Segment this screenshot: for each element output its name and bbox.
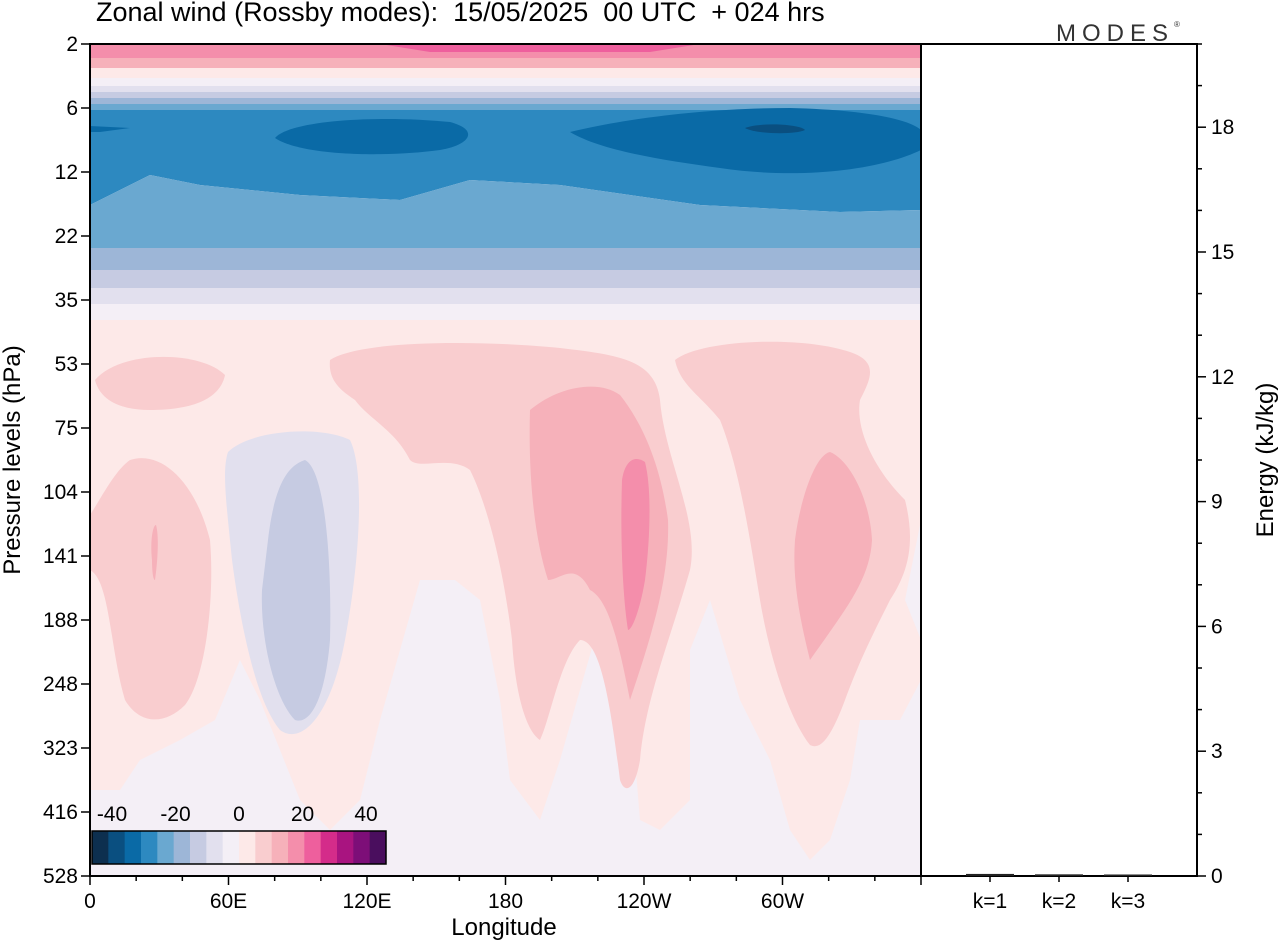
energy-axis-title: Energy (kJ/kg) (1252, 383, 1279, 538)
x-tick-label: 120E (342, 890, 391, 913)
strat-core-east (570, 108, 921, 174)
strat-band-westerly-weak (90, 68, 921, 78)
strat-band-zero (90, 78, 921, 86)
energy-tick-label: 6 (1211, 615, 1223, 638)
energy-tick-label: 15 (1211, 241, 1234, 264)
y-tick-label: 75 (55, 417, 78, 440)
y-tick-label: 12 (55, 161, 78, 184)
colorbar-swatch (190, 831, 207, 864)
colorbar-label: -20 (160, 803, 190, 826)
chart-title: Zonal wind (Rossby modes): 15/05/2025 00… (96, 0, 825, 27)
strat-band-e3 (90, 98, 921, 104)
colorbar-swatch (92, 831, 109, 864)
colorbar-swatch (353, 831, 371, 864)
energy-bars: k=1 k=2 k=3 (966, 873, 1152, 913)
jet-spot-30e (151, 525, 158, 580)
colorbar: -40 -20 0 20 40 (91, 803, 387, 865)
colorbar-swatch (255, 831, 273, 864)
y-tick-label: 188 (43, 609, 78, 632)
strat-band-e10 (90, 304, 921, 320)
energy-bar (1035, 874, 1083, 876)
x-tick-label: 0 (84, 890, 96, 913)
colorbar-label: 0 (233, 803, 245, 826)
y-tick-label: 323 (43, 737, 78, 760)
colorbar-label: 20 (291, 803, 314, 826)
y-tick-label: 528 (43, 865, 78, 888)
y-tick-label: 2 (66, 33, 78, 56)
colorbar-swatch (337, 831, 354, 864)
modes-logo: MODES® (1056, 20, 1180, 48)
colorbar-swatch (222, 831, 240, 864)
energy-tick-label: 0 (1211, 865, 1223, 888)
x-tick-label: 60E (210, 890, 247, 913)
energy-plot-frame (920, 43, 1198, 877)
y-tick-label: 53 (55, 353, 78, 376)
strat-band-e1 (90, 86, 921, 92)
energy-category-label: k=1 (973, 890, 1007, 913)
strat-band-e9 (90, 288, 921, 304)
y-tick-label: 35 (55, 289, 78, 312)
colorbar-swatch (239, 831, 256, 864)
strat-band-e8 (90, 270, 921, 288)
strat-band-e2 (90, 92, 921, 98)
colorbar-swatch (206, 831, 224, 864)
x-tick-label: 180 (488, 890, 523, 913)
jet-core-60w (794, 452, 872, 660)
y-tick-label: 416 (43, 801, 78, 824)
energy-category-label: k=3 (1111, 890, 1145, 913)
x-axis: 0 60E 120E 180 120W 60W (84, 876, 922, 913)
registered-mark: ® (1174, 20, 1180, 29)
logo-text: MODES (1056, 20, 1175, 47)
colorbar-label: -40 (97, 803, 127, 826)
energy-tick-label: 12 (1211, 366, 1234, 389)
colorbar-swatch (304, 831, 322, 864)
energy-category-label: k=2 (1042, 890, 1076, 913)
y-tick-label: 22 (55, 225, 78, 248)
colorbar-swatch (124, 831, 142, 864)
y-tick-label: 6 (66, 97, 78, 120)
colorbar-label: 40 (354, 803, 377, 826)
strat-band-e6 (90, 175, 921, 248)
colorbar-swatch (271, 831, 289, 864)
strat-core-max (745, 124, 805, 134)
colorbar-swatch (288, 831, 305, 864)
colorbar-swatch (320, 831, 338, 864)
energy-tick-label: 18 (1211, 116, 1234, 139)
energy-tick-label: 9 (1211, 491, 1223, 514)
x-axis-title: Longitude (451, 914, 556, 941)
x-tick-label: 120W (617, 890, 672, 913)
energy-bar (1104, 874, 1152, 876)
strat-band-e4 (90, 104, 921, 110)
energy-bar (966, 873, 1014, 876)
energy-axis: 0 3 6 9 12 15 18 (1197, 43, 1234, 888)
colorbar-frame (91, 830, 387, 865)
y-tick-label: 141 (43, 545, 78, 568)
y-tick-label: 104 (43, 481, 78, 504)
x-tick-label: 60W (761, 890, 804, 913)
strat-core-west-edge (90, 126, 130, 132)
y-tick-label: 248 (43, 673, 78, 696)
y-axis: 2 6 12 22 35 53 75 104 141 188 248 323 416 528 (43, 33, 90, 888)
y-axis-title: Pressure levels (hPa) (0, 345, 26, 574)
jet-core-max-115w (621, 459, 650, 630)
jet-lobe-60w (675, 341, 910, 747)
strat-band-e7 (90, 248, 921, 270)
colorbar-swatch (141, 831, 158, 864)
strat-band-westerly (90, 58, 921, 68)
colorbar-swatch (369, 831, 387, 864)
colorbar-swatch (173, 831, 191, 864)
cross-section-panel (90, 44, 921, 876)
colorbar-swatch (108, 831, 126, 864)
strat-band-westerly-max (380, 44, 700, 52)
jet-lobe-40e (95, 356, 225, 410)
strat-core-west (275, 118, 469, 155)
colorbar-swatch (157, 831, 175, 864)
jet-lobe-40e-lower (90, 458, 212, 720)
easterly-core-90e (261, 460, 331, 721)
energy-tick-label: 3 (1211, 740, 1223, 763)
